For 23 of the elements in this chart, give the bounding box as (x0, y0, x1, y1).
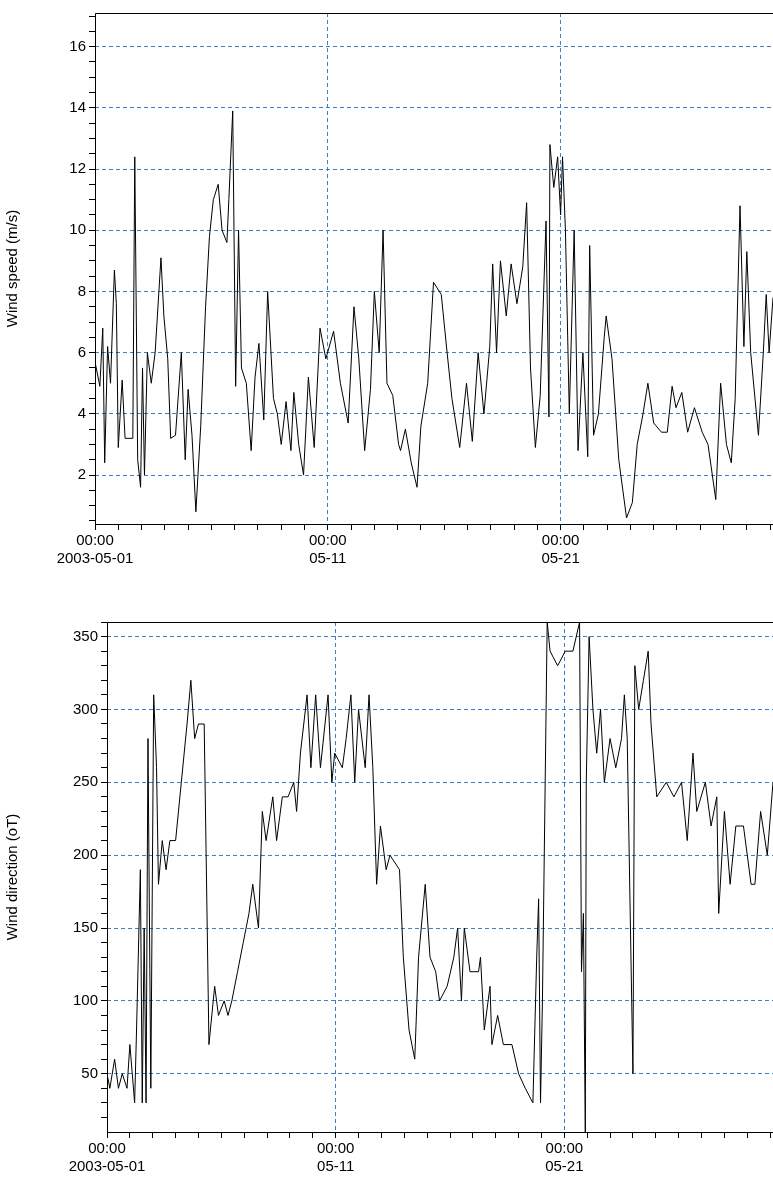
x-tick-label: 00:00 05-21 (541, 531, 580, 567)
y-tick-label: 150 (72, 918, 98, 936)
x-tick-label: 00:00 2003-05-01 (56, 531, 134, 567)
y-tick-label: 350 (72, 626, 98, 644)
y-tick-label: 200 (72, 845, 98, 863)
y-tick-label: 10 (69, 220, 86, 238)
x-tick-label: 00:00 05-21 (545, 1139, 584, 1175)
y-tick-label: 250 (72, 772, 98, 790)
y-tick-label: 12 (69, 159, 86, 177)
y-tick-label: 14 (69, 98, 86, 115)
y-tick-label: 2 (77, 465, 86, 483)
y-tick-label: 4 (77, 403, 86, 421)
x-tick-label: 00:00 05-11 (316, 1139, 355, 1175)
y-tick-label: 6 (77, 342, 86, 360)
x-tick-label: 00:00 2003-05-01 (68, 1139, 146, 1175)
x-tick-label: 00:00 05-11 (309, 531, 347, 567)
y-axis-title: Wind speed (m/s) (3, 209, 21, 328)
y-tick-label: 50 (81, 1063, 98, 1081)
y-tick-label: 16 (69, 36, 86, 54)
y-tick-label: 100 (72, 991, 98, 1008)
y-tick-label: 8 (77, 281, 86, 299)
y-axis-title: Wind direction (oT) (3, 813, 21, 941)
y-tick-label: 300 (72, 699, 98, 717)
